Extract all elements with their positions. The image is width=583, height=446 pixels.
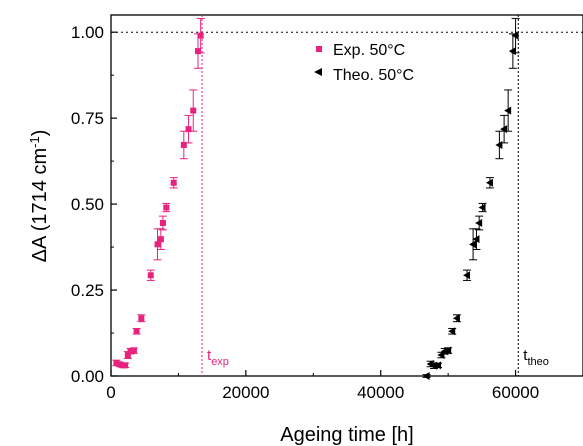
reference-lines — [111, 15, 583, 376]
data-point — [130, 347, 137, 354]
data-point — [197, 32, 204, 39]
legend-marker-exp — [316, 46, 322, 52]
data-point — [478, 203, 486, 212]
plot-frame — [110, 14, 583, 377]
data-point — [194, 48, 201, 55]
data-point — [133, 328, 140, 335]
data-point — [157, 236, 164, 243]
data-point — [437, 351, 445, 360]
data-point — [159, 220, 166, 227]
data-point — [180, 141, 187, 148]
data-point — [190, 107, 197, 114]
y-tick-label: 0.25 — [71, 281, 104, 300]
annotation-label-exp: texp — [207, 347, 229, 368]
x-tick-label: 40000 — [357, 383, 404, 402]
data-point — [124, 352, 131, 359]
data-point — [138, 315, 145, 322]
data-point — [170, 179, 177, 186]
y-axis-title: ΔA (1714 cm-1) — [27, 130, 51, 263]
data-point — [147, 272, 154, 279]
data-point — [422, 372, 430, 380]
y-tick-label: 0.00 — [71, 367, 104, 386]
y-tick-label: 0.75 — [71, 109, 104, 128]
x-tick-label: 20000 — [222, 383, 269, 402]
data-point — [504, 106, 512, 115]
legend-marker-theo — [314, 68, 322, 76]
data-point — [475, 219, 483, 228]
y-axis-title-main: ΔA (1714 cm — [29, 148, 51, 263]
data-point — [113, 359, 120, 366]
legend-label-theo: Theo. 50°C — [333, 67, 414, 84]
data-point — [485, 178, 493, 187]
annotation-label-base: t — [523, 347, 528, 364]
data-point — [452, 314, 460, 323]
annotation-label-sub: theo — [527, 356, 548, 368]
data-point — [163, 204, 170, 211]
data-point — [127, 348, 134, 355]
annotation-label-base: t — [207, 347, 212, 364]
data-point — [122, 362, 129, 369]
series-1 — [422, 17, 520, 380]
data-point — [472, 235, 480, 244]
x-tick-label: 60000 — [492, 383, 539, 402]
annotation-label-sub: exp — [211, 356, 229, 368]
y-axis-ticks: 0.00 0.25 0.50 0.75 1.00 — [71, 23, 117, 386]
y-axis-title-end: ) — [29, 130, 51, 137]
series-layer — [112, 17, 520, 380]
data-point — [448, 327, 456, 336]
annotations: texp ttheo — [207, 347, 549, 368]
data-point — [444, 346, 452, 355]
data-point — [463, 271, 471, 280]
x-axis-title: Ageing time [h] — [280, 424, 413, 446]
annotation-label-theo: ttheo — [523, 347, 549, 368]
y-tick-label: 1.00 — [71, 23, 104, 42]
series-0 — [112, 17, 205, 369]
legend-label-exp: Exp. 50°C — [333, 42, 405, 59]
x-axis-ticks: 0 20000 40000 60000 — [106, 370, 539, 402]
data-point — [469, 240, 477, 249]
y-tick-label: 0.50 — [71, 195, 104, 214]
data-point — [154, 241, 161, 248]
data-point — [511, 31, 519, 40]
x-tick-label: 0 — [106, 383, 115, 402]
y-axis-title-sup: -1 — [27, 136, 42, 148]
data-point — [434, 361, 442, 370]
data-point — [185, 126, 192, 133]
legend: Exp. 50°C Theo. 50°C — [314, 42, 414, 84]
